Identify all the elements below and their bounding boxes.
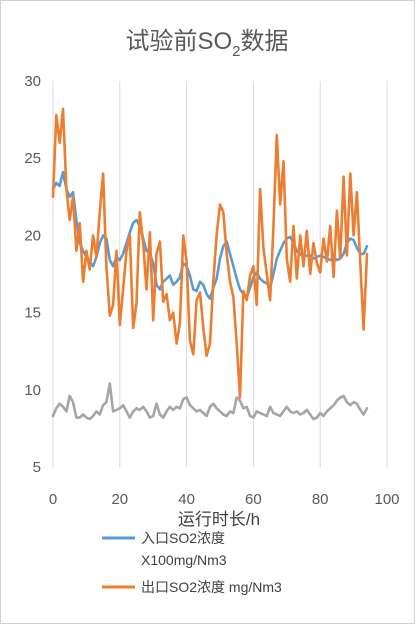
outlet-so2-line (51, 107, 369, 399)
x-axis-ticks: 0 20 40 60 80 100 (49, 491, 400, 508)
x-tick-label-0: 0 (49, 491, 57, 508)
legend-label-outlet: 出口SO2浓度 mg/Nm3 (141, 579, 282, 595)
series-lines (51, 107, 369, 421)
y-tick-label-2: 15 (24, 305, 41, 322)
x-tick-label-5: 100 (374, 491, 399, 508)
y-axis-ticks: 5 10 15 20 25 30 (24, 73, 41, 476)
legend-label-inlet-line2: X100mg/Nm3 (141, 552, 227, 568)
y-tick-label-3: 20 (24, 227, 41, 244)
x-tick-label-1: 20 (111, 491, 128, 508)
gray-series-line (51, 382, 369, 421)
x-tick-label-2: 40 (178, 491, 195, 508)
legend: 入口SO2浓度 X100mg/Nm3 出口SO2浓度 mg/Nm3 (102, 530, 282, 595)
legend-label-inlet-line1: 入口SO2浓度 (141, 530, 225, 546)
chart-title: 试验前SO2数据 (125, 28, 288, 60)
y-tick-label-5: 30 (24, 73, 41, 90)
grid-lines (52, 81, 388, 467)
x-tick-label-4: 80 (312, 491, 329, 508)
x-axis-title: 运行时长/h (178, 510, 260, 529)
y-tick-label-1: 10 (24, 382, 41, 399)
y-tick-label-0: 5 (33, 459, 41, 476)
y-tick-label-4: 25 (24, 150, 41, 167)
x-tick-label-3: 60 (245, 491, 262, 508)
